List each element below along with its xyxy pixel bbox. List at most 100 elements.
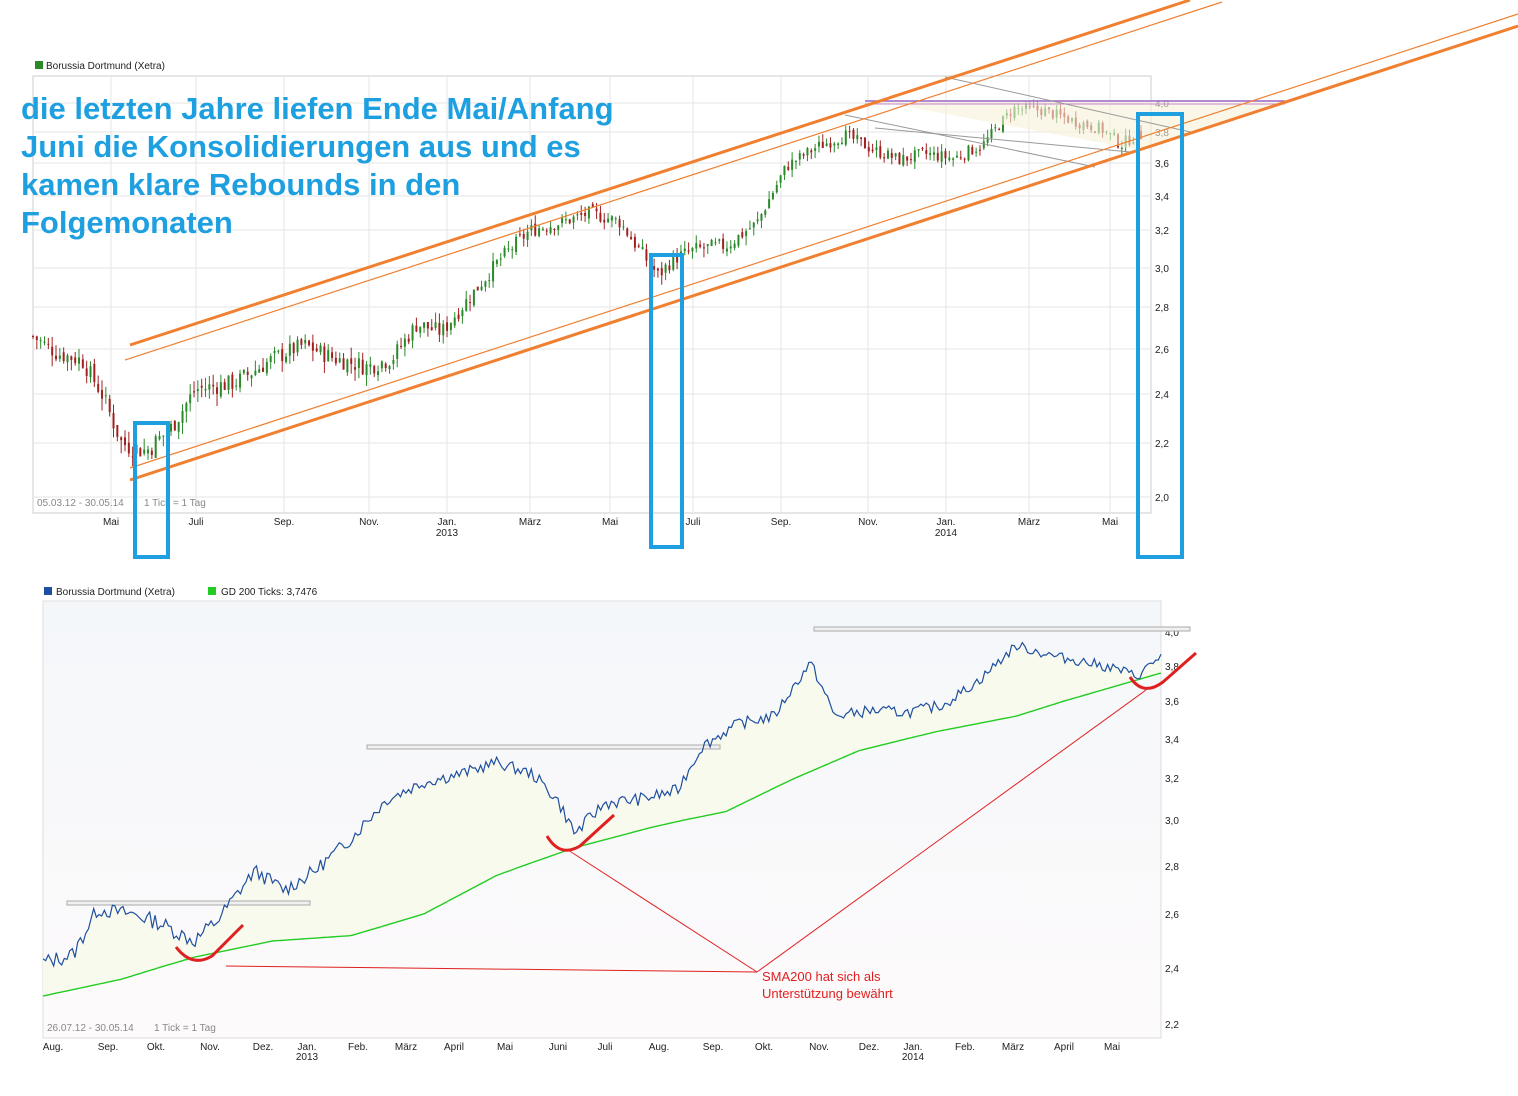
candle-body <box>702 247 705 249</box>
candle-body <box>74 357 77 364</box>
candle-body <box>998 128 1001 130</box>
top-legend-label: Borussia Dortmund (Xetra) <box>46 61 165 72</box>
channel-upper-thick <box>129 0 1191 347</box>
candle-body <box>361 359 364 375</box>
candle-body <box>948 157 951 160</box>
candle-body <box>798 153 801 160</box>
bottom-x-tick-label: Aug. <box>649 1042 670 1053</box>
candle-body <box>227 375 230 390</box>
candle-body <box>277 350 280 352</box>
candle-body <box>863 137 866 149</box>
candle-body <box>748 228 751 230</box>
candle-body <box>43 341 46 343</box>
candle-body <box>357 358 360 368</box>
candle-body <box>492 261 495 282</box>
candle-body <box>545 230 548 232</box>
top-plot-area <box>32 75 1152 514</box>
candle-body <box>817 141 820 147</box>
candle-body <box>576 214 579 216</box>
candle-body <box>511 249 514 251</box>
resistance-zone-1 <box>66 900 311 906</box>
candle-body <box>499 258 502 260</box>
candle-body <box>932 152 935 155</box>
candle-body <box>699 244 702 247</box>
candle-body <box>526 231 529 240</box>
candle-body <box>645 249 648 261</box>
candle-body <box>51 346 54 356</box>
top-y-axis: 2,02,22,42,62,83,03,23,43,63,84,0 <box>1155 99 1169 504</box>
candle-body <box>568 219 571 224</box>
candle-body <box>461 310 464 317</box>
candle-body <box>902 155 905 166</box>
bottom-y-tick-label: 2,6 <box>1165 910 1179 921</box>
candle-body <box>304 339 307 344</box>
candle-body <box>833 143 836 146</box>
top-y-tick-label: 2,4 <box>1155 390 1169 401</box>
candle-body <box>756 219 759 222</box>
candle-body <box>219 382 222 397</box>
top-x-year-label: 2013 <box>436 528 459 539</box>
candle-body <box>392 360 395 364</box>
candle-body <box>419 326 422 333</box>
candle-body <box>890 152 893 158</box>
bottom-x-year-label: 2013 <box>296 1052 319 1063</box>
top-x-tick-label: Mai <box>602 517 618 528</box>
highlight-box-2014 <box>1136 112 1184 559</box>
candle-body <box>1120 147 1123 149</box>
top-legend-swatch <box>35 61 43 69</box>
candle-body <box>147 449 150 454</box>
candle-body <box>814 148 817 151</box>
top-x-tick-label: Sep. <box>274 517 295 528</box>
candle-body <box>285 356 288 362</box>
candle-body <box>641 247 644 250</box>
candle-body <box>917 149 920 151</box>
candle-body <box>553 228 556 230</box>
candle-body <box>871 149 874 152</box>
candle-body <box>518 234 521 236</box>
candle-body <box>116 425 119 437</box>
candle-body <box>549 227 552 234</box>
candle-body <box>127 442 130 454</box>
candle-body <box>193 391 196 393</box>
bottom-x-tick-label: Jan. <box>904 1042 923 1053</box>
candle-body <box>764 210 767 215</box>
bottom-y-tick-label: 4,0 <box>1165 628 1179 639</box>
candle-body <box>480 286 483 291</box>
candle-body <box>430 327 433 330</box>
candle-body <box>921 147 924 150</box>
candle-body <box>472 289 475 306</box>
candle-body <box>503 247 506 257</box>
top-x-year-label: 2014 <box>935 528 958 539</box>
bottom-x-tick-label: April <box>1054 1042 1074 1053</box>
candle-body <box>564 219 567 221</box>
pointer-line-1 <box>225 965 758 973</box>
headline-line-3: kamen klare Rebounds in den <box>21 167 460 202</box>
annotation-line-2: Unterstützung bewährt <box>762 986 893 1001</box>
support-curve-2 <box>545 813 616 852</box>
candle-body <box>158 436 161 440</box>
bottom-x-year-label: 2014 <box>902 1052 925 1063</box>
candle-body <box>296 339 299 353</box>
candle-body <box>626 228 629 236</box>
candle-body <box>515 236 518 253</box>
bottom-y-tick-label: 3,8 <box>1165 662 1179 673</box>
candle-body <box>963 158 966 160</box>
candle-body <box>936 152 939 161</box>
support-curve-1 <box>174 923 245 962</box>
candle-body <box>848 131 851 133</box>
candle-body <box>281 349 284 361</box>
candlestick-chart: 2,02,22,42,62,83,03,23,43,63,84,0 MaiJul… <box>21 0 1518 559</box>
channel-lower-thick <box>129 24 1518 482</box>
resistance-zone-2 <box>366 744 721 750</box>
bottom-legend-swatch-2 <box>208 587 216 595</box>
candle-body <box>653 266 656 270</box>
candle-body <box>200 385 203 388</box>
top-x-tick-label: Jan. <box>937 517 956 528</box>
candle-body <box>258 369 261 373</box>
top-x-tick-label: Nov. <box>858 517 878 528</box>
candle-body <box>538 228 541 236</box>
candle-body <box>78 357 81 364</box>
top-y-tick-label: 2,0 <box>1155 493 1169 504</box>
candle-body <box>710 240 713 247</box>
candle-body <box>66 355 69 363</box>
